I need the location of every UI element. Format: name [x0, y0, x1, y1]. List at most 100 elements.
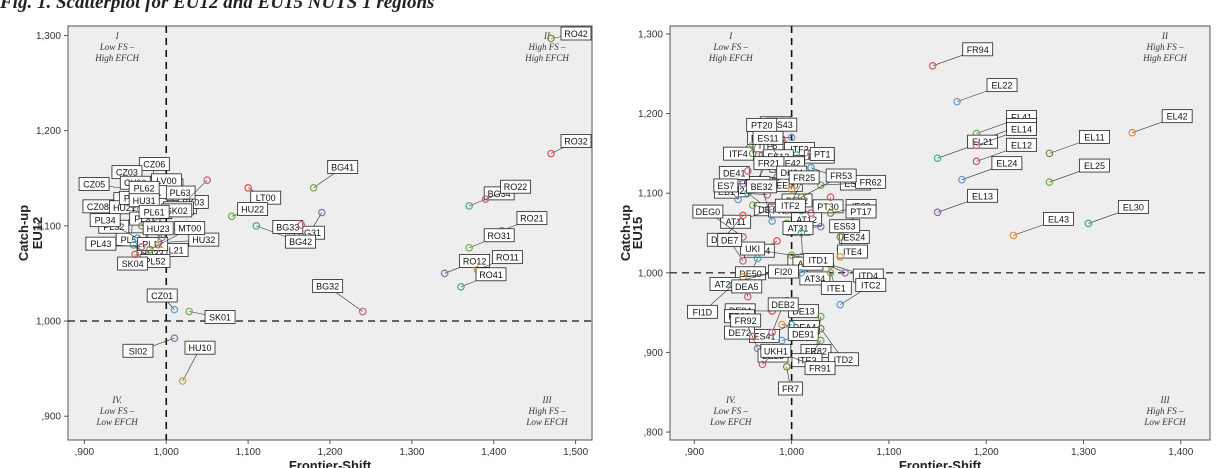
- point-label: DE41: [723, 168, 746, 178]
- point-label: RO21: [520, 214, 544, 224]
- point-label-box: [787, 327, 819, 341]
- x-tick-label: 1,100: [236, 447, 261, 458]
- point-label: ES41: [753, 331, 775, 341]
- quadrant-caption: High EFCH: [708, 53, 753, 63]
- point-label: HU32: [192, 235, 215, 245]
- data-point: [170, 334, 179, 342]
- data-point: [244, 183, 252, 192]
- data-point: [748, 149, 757, 158]
- point-label-box: [837, 244, 868, 259]
- data-point: [817, 222, 825, 231]
- point-label: ES24: [843, 232, 865, 242]
- quadrant-caption: Low EFCH: [1143, 417, 1186, 427]
- point-label: DE7: [721, 235, 739, 245]
- point-label: MT00: [178, 223, 201, 233]
- point-label: SI02: [129, 346, 148, 356]
- data-point: [318, 208, 326, 217]
- data-point: [297, 221, 306, 229]
- point-label: FI1D: [693, 307, 713, 317]
- data-point: [146, 245, 154, 254]
- point-label-box: [1006, 122, 1037, 136]
- point-label-box: [746, 179, 778, 194]
- point-label-box: [829, 219, 861, 234]
- data-point: [1009, 231, 1018, 240]
- point-label: SK02: [166, 206, 188, 216]
- point-label: EL21: [972, 137, 993, 147]
- point-label-box: [788, 170, 820, 185]
- point-label: RO12: [463, 256, 487, 266]
- point-label: PT30: [817, 202, 839, 212]
- point-label: PL12: [142, 239, 163, 249]
- quadrant-caption: Low FS –: [713, 406, 749, 416]
- point-label: EE00: [776, 180, 798, 190]
- point-label-box: [122, 343, 154, 358]
- point-label-box: [809, 147, 835, 161]
- point-label: BE32: [751, 182, 773, 192]
- y-tick-label: ,900: [42, 412, 62, 423]
- data-point: [836, 300, 845, 309]
- x-tick-label: 1,500: [563, 447, 588, 458]
- point-label: DEB2: [771, 300, 795, 310]
- point-label: DEG0: [696, 207, 721, 217]
- data-point: [782, 362, 791, 371]
- group-label: EU15: [630, 217, 645, 250]
- point-label-box: [845, 204, 877, 219]
- quadrant-numeral: III: [542, 395, 553, 405]
- point-label-box: [1079, 129, 1110, 144]
- point-label-box: [1043, 211, 1074, 226]
- data-point: [778, 336, 786, 345]
- point-label: EL41: [1011, 112, 1032, 122]
- point-label: FR91: [809, 364, 831, 374]
- data-point: [1128, 128, 1136, 137]
- point-label: DE50: [739, 269, 762, 279]
- point-label: PT20: [751, 120, 773, 130]
- y-tick-label: 1,300: [36, 31, 61, 42]
- point-label-box: [475, 267, 507, 282]
- point-label: DE42: [778, 159, 801, 169]
- data-point: [1045, 149, 1054, 158]
- point-label: SK01: [209, 312, 231, 322]
- point-label: EL13: [972, 191, 993, 201]
- point-label: CZ06: [143, 160, 165, 170]
- data-point: [154, 241, 162, 249]
- data-point: [787, 133, 796, 142]
- point-label: FI20: [774, 267, 792, 277]
- point-label: HU22: [241, 205, 264, 215]
- quadrant-numeral: IV.: [111, 395, 122, 405]
- point-label: DE13: [792, 307, 815, 317]
- eu12-scatterplot: ,900 1,000 1,100 1,200 1,300 1,400 1,500 ,900 1,…: [16, 25, 593, 468]
- point-label: EL42: [1167, 112, 1188, 122]
- data-point: [787, 185, 796, 194]
- point-label-box: [312, 279, 344, 293]
- point-label: FR7: [782, 384, 799, 394]
- point-label-box: [78, 177, 110, 191]
- point-label-box: [491, 250, 523, 265]
- point-label: LV00: [156, 176, 176, 186]
- point-label-box: [138, 204, 170, 219]
- point-label-box: [740, 241, 766, 256]
- point-label: AT12: [796, 215, 817, 225]
- point-label: EL25: [1084, 161, 1105, 171]
- point-label: UKI: [745, 244, 760, 254]
- point-label-box: [89, 213, 121, 228]
- point-label: DEA5: [735, 282, 759, 292]
- point-label-box: [855, 278, 887, 292]
- point-label: ITE4: [843, 247, 862, 257]
- data-point: [457, 282, 465, 291]
- point-label: FR21: [758, 159, 780, 169]
- point-label: PT1: [814, 150, 831, 160]
- point-label: FR94: [967, 45, 989, 55]
- point-label: PL21: [163, 246, 184, 256]
- quadrant-caption: High FS –: [1146, 42, 1184, 52]
- point-label: ITF6: [759, 141, 778, 151]
- point-label: DE91: [792, 329, 815, 339]
- point-label: BG41: [331, 163, 354, 173]
- data-point: [1045, 178, 1054, 186]
- data-point: [972, 157, 981, 166]
- data-point: [778, 320, 786, 329]
- point-label-box: [560, 134, 592, 148]
- point-label: ITE1: [827, 283, 846, 293]
- point-label: EL14: [1011, 124, 1032, 134]
- point-label: ITD4: [859, 271, 879, 281]
- y-tick-label: 1,000: [36, 317, 61, 328]
